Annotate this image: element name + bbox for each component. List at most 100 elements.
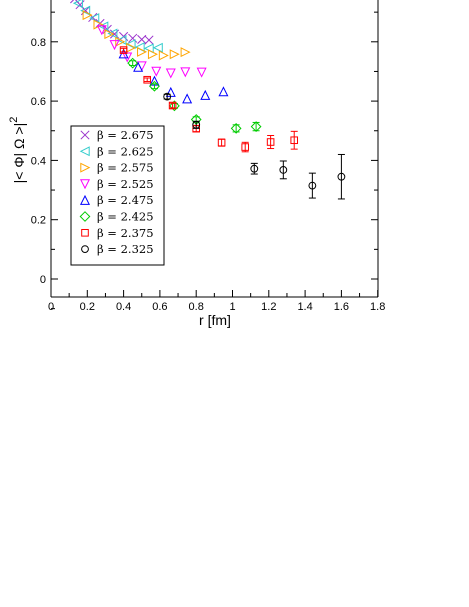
data-point: [196, 67, 207, 78]
legend-marker: [79, 194, 91, 205]
x-tick-label: 1.6: [334, 301, 349, 313]
x-tick-label: 0.2: [80, 301, 95, 313]
data-point: [250, 121, 262, 133]
data-point: [151, 66, 162, 77]
y-tick-label: 0.4: [31, 155, 46, 167]
series-group: [118, 48, 229, 104]
error-bar: [218, 138, 226, 147]
legend-label: β = 2.575: [97, 161, 154, 175]
y-tick-label: 0: [40, 274, 46, 286]
x-tick-label: 0.8: [189, 301, 204, 313]
x-tick-label: 0: [48, 301, 54, 313]
data-point: [250, 164, 259, 173]
x-tick-label: 1.8: [370, 301, 385, 313]
data-point: [125, 39, 136, 50]
data-point: [109, 40, 120, 51]
data-point: [98, 21, 109, 32]
data-point: [279, 165, 288, 174]
y-tick-label: 0.8: [31, 37, 46, 49]
tick-labels: 0 0.2 0.4 0.6 0.8 1 1.2 1.4 1.6 1.8 0 0.2 0.4 0.6 0.8: [31, 37, 386, 313]
data-point: [290, 136, 299, 145]
legend-label: β = 2.475: [97, 193, 154, 207]
error-bar: [290, 130, 298, 150]
data-point: [218, 86, 229, 97]
error-bar: [169, 102, 177, 109]
data-point: [200, 89, 211, 100]
data-point: [169, 49, 180, 60]
legend-frame: [70, 125, 165, 266]
data-point: [182, 93, 193, 104]
legend-label: β = 2.625: [97, 144, 154, 158]
data-point: [104, 29, 115, 40]
legend-label: β = 2.675: [97, 128, 154, 142]
x-tick-label: 0.4: [116, 301, 131, 313]
legend: β = 2.675 β = 2.625 β = 2.575 β = 2.525 β = …: [70, 125, 165, 266]
error-bar: [308, 172, 316, 199]
legend-marker: [81, 229, 89, 237]
data-point: [115, 36, 126, 47]
data-point: [143, 75, 151, 84]
data-point: [169, 100, 180, 112]
x-tick-label: 1.4: [297, 301, 312, 313]
legend-label: β = 2.325: [97, 242, 154, 256]
axes: [50, 0, 379, 298]
data-point: [217, 138, 226, 147]
data-point: [116, 35, 127, 46]
data-point: [308, 181, 317, 190]
y-axis-title: |< Φ| Ω >|: [11, 123, 27, 184]
data-point: [158, 50, 169, 61]
legend-marker: [80, 130, 90, 140]
series-group: [96, 25, 207, 79]
error-bar: [120, 47, 128, 53]
data-point: [137, 46, 148, 57]
data-points: [70, 0, 346, 200]
data-point: [82, 10, 93, 21]
data-point: [180, 67, 191, 78]
data-point: [266, 138, 275, 146]
error-bar: [143, 77, 151, 83]
error-bar: [267, 134, 275, 150]
legend-label: β = 2.525: [97, 177, 154, 191]
x-tick-label: 1: [229, 301, 235, 313]
data-point: [168, 101, 177, 110]
legend-label: β = 2.375: [97, 226, 154, 240]
data-point: [147, 49, 158, 60]
error-bar: [279, 160, 287, 180]
series-group: [70, 0, 154, 45]
data-point: [127, 57, 139, 69]
data-point: [192, 120, 201, 129]
error-bar: [232, 124, 240, 133]
x-axis-title: r [fm]: [199, 312, 231, 328]
data-point: [230, 122, 242, 134]
data-point: [163, 92, 172, 101]
y-tick-label: 0.2: [31, 215, 46, 227]
data-point: [72, 0, 83, 9]
data-point: [96, 25, 107, 36]
data-point: [165, 68, 176, 79]
data-point: [133, 61, 144, 72]
legend-label: β = 2.425: [97, 210, 154, 224]
legend-marker: [81, 245, 89, 254]
series-group: [119, 46, 299, 153]
data-point: [80, 5, 91, 16]
y-axis-title-group: |< Φ| Ω >|2: [8, 117, 27, 184]
legend-marker: [80, 162, 91, 173]
x-tick-label: 1.2: [261, 301, 276, 313]
y-axis-title-superscript: 2: [8, 117, 20, 123]
data-point: [149, 80, 160, 92]
data-point: [137, 34, 147, 44]
legend-marker: [79, 146, 90, 157]
data-point: [152, 42, 163, 53]
data-point: [144, 35, 154, 45]
data-point: [241, 143, 250, 151]
x-tick-label: 0.6: [152, 301, 167, 313]
data-point: [107, 28, 118, 39]
svg-text:|< Φ| Ω >|2: |< Φ| Ω >|2: [8, 117, 27, 184]
legend-marker: [79, 179, 91, 190]
data-point: [165, 86, 176, 97]
data-point: [180, 47, 191, 58]
tick-marks: [50, 11, 379, 310]
series-group: [82, 10, 191, 61]
data-point: [337, 172, 346, 181]
